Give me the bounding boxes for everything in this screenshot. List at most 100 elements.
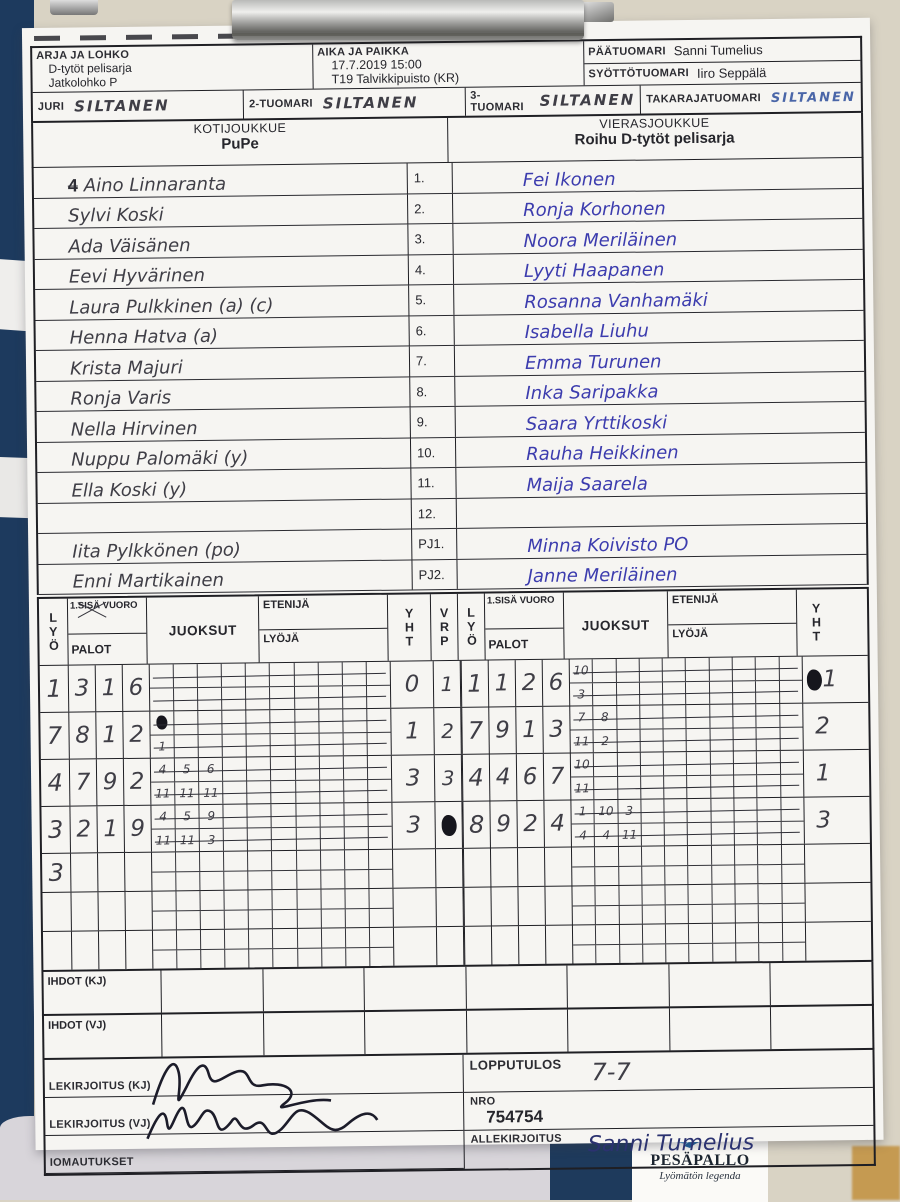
run-cell: 3 <box>617 799 642 823</box>
run-cell <box>712 923 737 943</box>
run-cell <box>733 704 757 728</box>
away-lyo-value: 8 <box>462 801 491 848</box>
run-cell <box>295 803 321 827</box>
ink-blob <box>806 668 822 691</box>
home-palot-value <box>125 930 154 969</box>
run-cell <box>295 756 320 780</box>
away-palot-value <box>545 886 573 925</box>
home-palot-value <box>71 853 99 892</box>
home-player-text: Ada Väisänen <box>68 234 191 258</box>
umpire2-block: 2-TUOMARI SILTANEN <box>242 87 465 119</box>
run-cell <box>640 775 665 799</box>
run-cell <box>664 822 689 846</box>
away-palot-value: 3 <box>543 706 571 753</box>
runs-block: 4 5 6 11 11 11 <box>150 755 393 805</box>
run-cell <box>686 657 710 681</box>
away-palot-value <box>518 886 546 926</box>
away-team-block: VIERASJOUKKUE Roihu D-tytöt pelisarja <box>446 112 862 162</box>
run-cell <box>249 909 274 929</box>
subs-cell <box>161 1013 265 1057</box>
run-cell <box>572 925 597 945</box>
away-player-text: Maija Saarela <box>526 473 648 496</box>
run-cell: 2 <box>593 729 618 753</box>
run-cell <box>595 905 620 925</box>
run-cell <box>249 929 274 948</box>
home-palot-value: 7 <box>69 759 98 806</box>
run-cell <box>780 704 803 727</box>
run-cell <box>710 704 734 728</box>
final-score-label: LOPPUTULOS <box>469 1056 562 1073</box>
home-palot-value: 3 <box>68 665 97 712</box>
away-etenija-label: ETENIJÄ <box>671 593 719 607</box>
run-cell <box>688 865 713 885</box>
run-cell <box>641 822 666 846</box>
backline-umpire-block: TAKARAJATUOMARI SILTANEN <box>640 82 861 114</box>
run-cell <box>759 942 784 962</box>
runs-half: 11 11 11 <box>151 778 392 805</box>
run-cell <box>318 685 343 709</box>
subs-cell <box>771 962 872 1005</box>
score-grid: LYÖ 1.SISÄ VUORO PALOT JUOKSUT ETENIJÄ L… <box>36 586 874 973</box>
run-cell <box>687 751 711 775</box>
home-palot-value: 6 <box>122 664 151 711</box>
run-cell <box>665 885 690 904</box>
run-cell <box>709 657 734 681</box>
run-cell <box>710 775 735 798</box>
run-cell <box>370 908 393 927</box>
away-yht-value: 1 <box>803 656 842 702</box>
run-cell <box>640 728 664 752</box>
run-cell: 1 <box>571 800 595 824</box>
run-cell <box>688 845 712 865</box>
run-cell <box>663 728 688 752</box>
home-player-name: Eevi Hyvärinen <box>35 262 408 289</box>
backline-umpire-name: SILTANEN <box>770 89 856 106</box>
vrp-header-label: VRP <box>439 606 450 649</box>
away-yht-value <box>805 844 843 882</box>
away-palot-value: 1 <box>516 706 544 754</box>
lineup-number: 9. <box>409 406 456 437</box>
away-player-text: Fei Ikonen <box>522 168 616 191</box>
run-cell <box>246 663 271 686</box>
lineup-number: 1. <box>406 162 453 193</box>
away-palot-value: 2 <box>517 800 545 848</box>
run-cell <box>272 889 298 909</box>
run-cell <box>732 657 757 681</box>
run-cell <box>616 705 641 729</box>
run-cell <box>153 949 178 969</box>
pitch-umpire-block: SYÖTTÖTUOMARI Iiro Seppälä <box>584 59 861 86</box>
runs-half <box>572 863 805 886</box>
lineup-number: PJ1. <box>411 528 458 559</box>
run-cell <box>595 846 619 866</box>
run-cell <box>248 870 273 890</box>
home-yht-value <box>393 927 438 966</box>
run-cell <box>711 865 736 884</box>
away-palot-value: 4 <box>544 800 572 847</box>
run-cell <box>318 662 343 686</box>
run-cell <box>663 681 687 705</box>
away-palot-value: 4 <box>489 754 518 801</box>
sign-away-label: LEKIRJOITUS (VJ) <box>49 1117 151 1131</box>
run-cell <box>248 890 274 909</box>
x-mark <box>76 598 106 622</box>
run-cell <box>710 751 735 775</box>
away-palot-value: 6 <box>516 753 545 801</box>
subs-cell <box>466 965 569 1009</box>
run-cell <box>711 822 736 845</box>
home-palot-value <box>98 891 126 931</box>
home-lyo-value <box>42 931 73 970</box>
run-cell: 4 <box>150 758 176 782</box>
run-cell: 11 <box>571 776 595 800</box>
run-cell: 10 <box>570 753 595 777</box>
home-player-name: Ella Koski (y) <box>37 476 410 503</box>
vrp-value <box>435 801 463 849</box>
run-cell <box>689 943 714 963</box>
away-lyoja-label: LYÖJÄ <box>668 622 797 658</box>
home-etenija-label: ETENIJÄ <box>262 598 310 612</box>
home-player-text: Henna Hatva (a) <box>69 325 219 349</box>
home-player-name: Nella Hirvinen <box>37 415 410 442</box>
home-palot-value: 9 <box>96 758 125 806</box>
run-cell <box>689 923 713 943</box>
home-yht-header-label: YHT <box>404 606 415 649</box>
